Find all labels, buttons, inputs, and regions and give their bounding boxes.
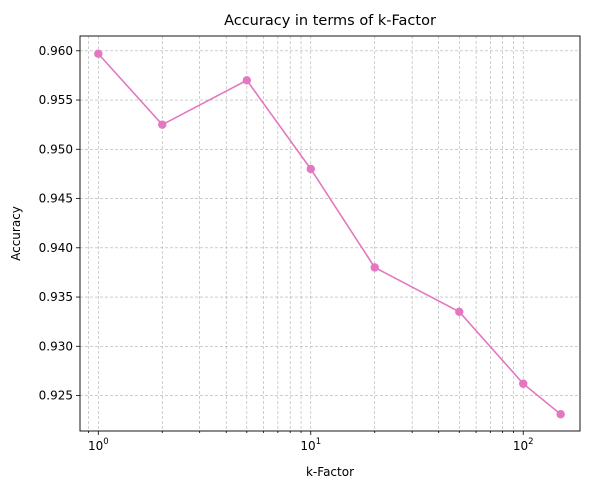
y-tick-label: 0.935 bbox=[39, 290, 73, 304]
data-point bbox=[370, 263, 379, 272]
data-point bbox=[455, 307, 464, 317]
plot-frame bbox=[79, 35, 581, 432]
y-axis: 0.925 0.930 0.935 0.940 0.945 0.950 0.955 0.960 bbox=[39, 44, 80, 403]
y-tick-label: 0.930 bbox=[39, 339, 73, 353]
y-tick-label: 0.950 bbox=[39, 142, 73, 156]
y-tick-label: 0.960 bbox=[39, 44, 73, 58]
data-point bbox=[242, 76, 252, 85]
series-line bbox=[97, 53, 562, 415]
grid-lines bbox=[80, 36, 580, 431]
y-axis-label: Accuracy bbox=[9, 206, 23, 261]
y-tick-label: 0.955 bbox=[39, 93, 73, 107]
data-point bbox=[556, 410, 565, 419]
y-tick-label: 0.940 bbox=[39, 241, 73, 255]
data-point bbox=[306, 164, 315, 174]
chart-title: Accuracy in terms of k-Factor bbox=[224, 13, 436, 29]
y-tick-label: 0.945 bbox=[39, 192, 73, 206]
data-point bbox=[158, 120, 167, 129]
x-tick-label: 102 bbox=[513, 437, 534, 453]
x-tick-label: 101 bbox=[300, 437, 321, 453]
x-axis: 100 101 102 bbox=[88, 431, 534, 453]
x-tick-label: 100 bbox=[88, 437, 109, 453]
y-tick-label: 0.925 bbox=[39, 389, 73, 403]
x-axis-label: k-Factor bbox=[306, 465, 354, 479]
data-point bbox=[94, 49, 103, 58]
data-point bbox=[519, 379, 528, 388]
series-layer bbox=[94, 49, 565, 419]
